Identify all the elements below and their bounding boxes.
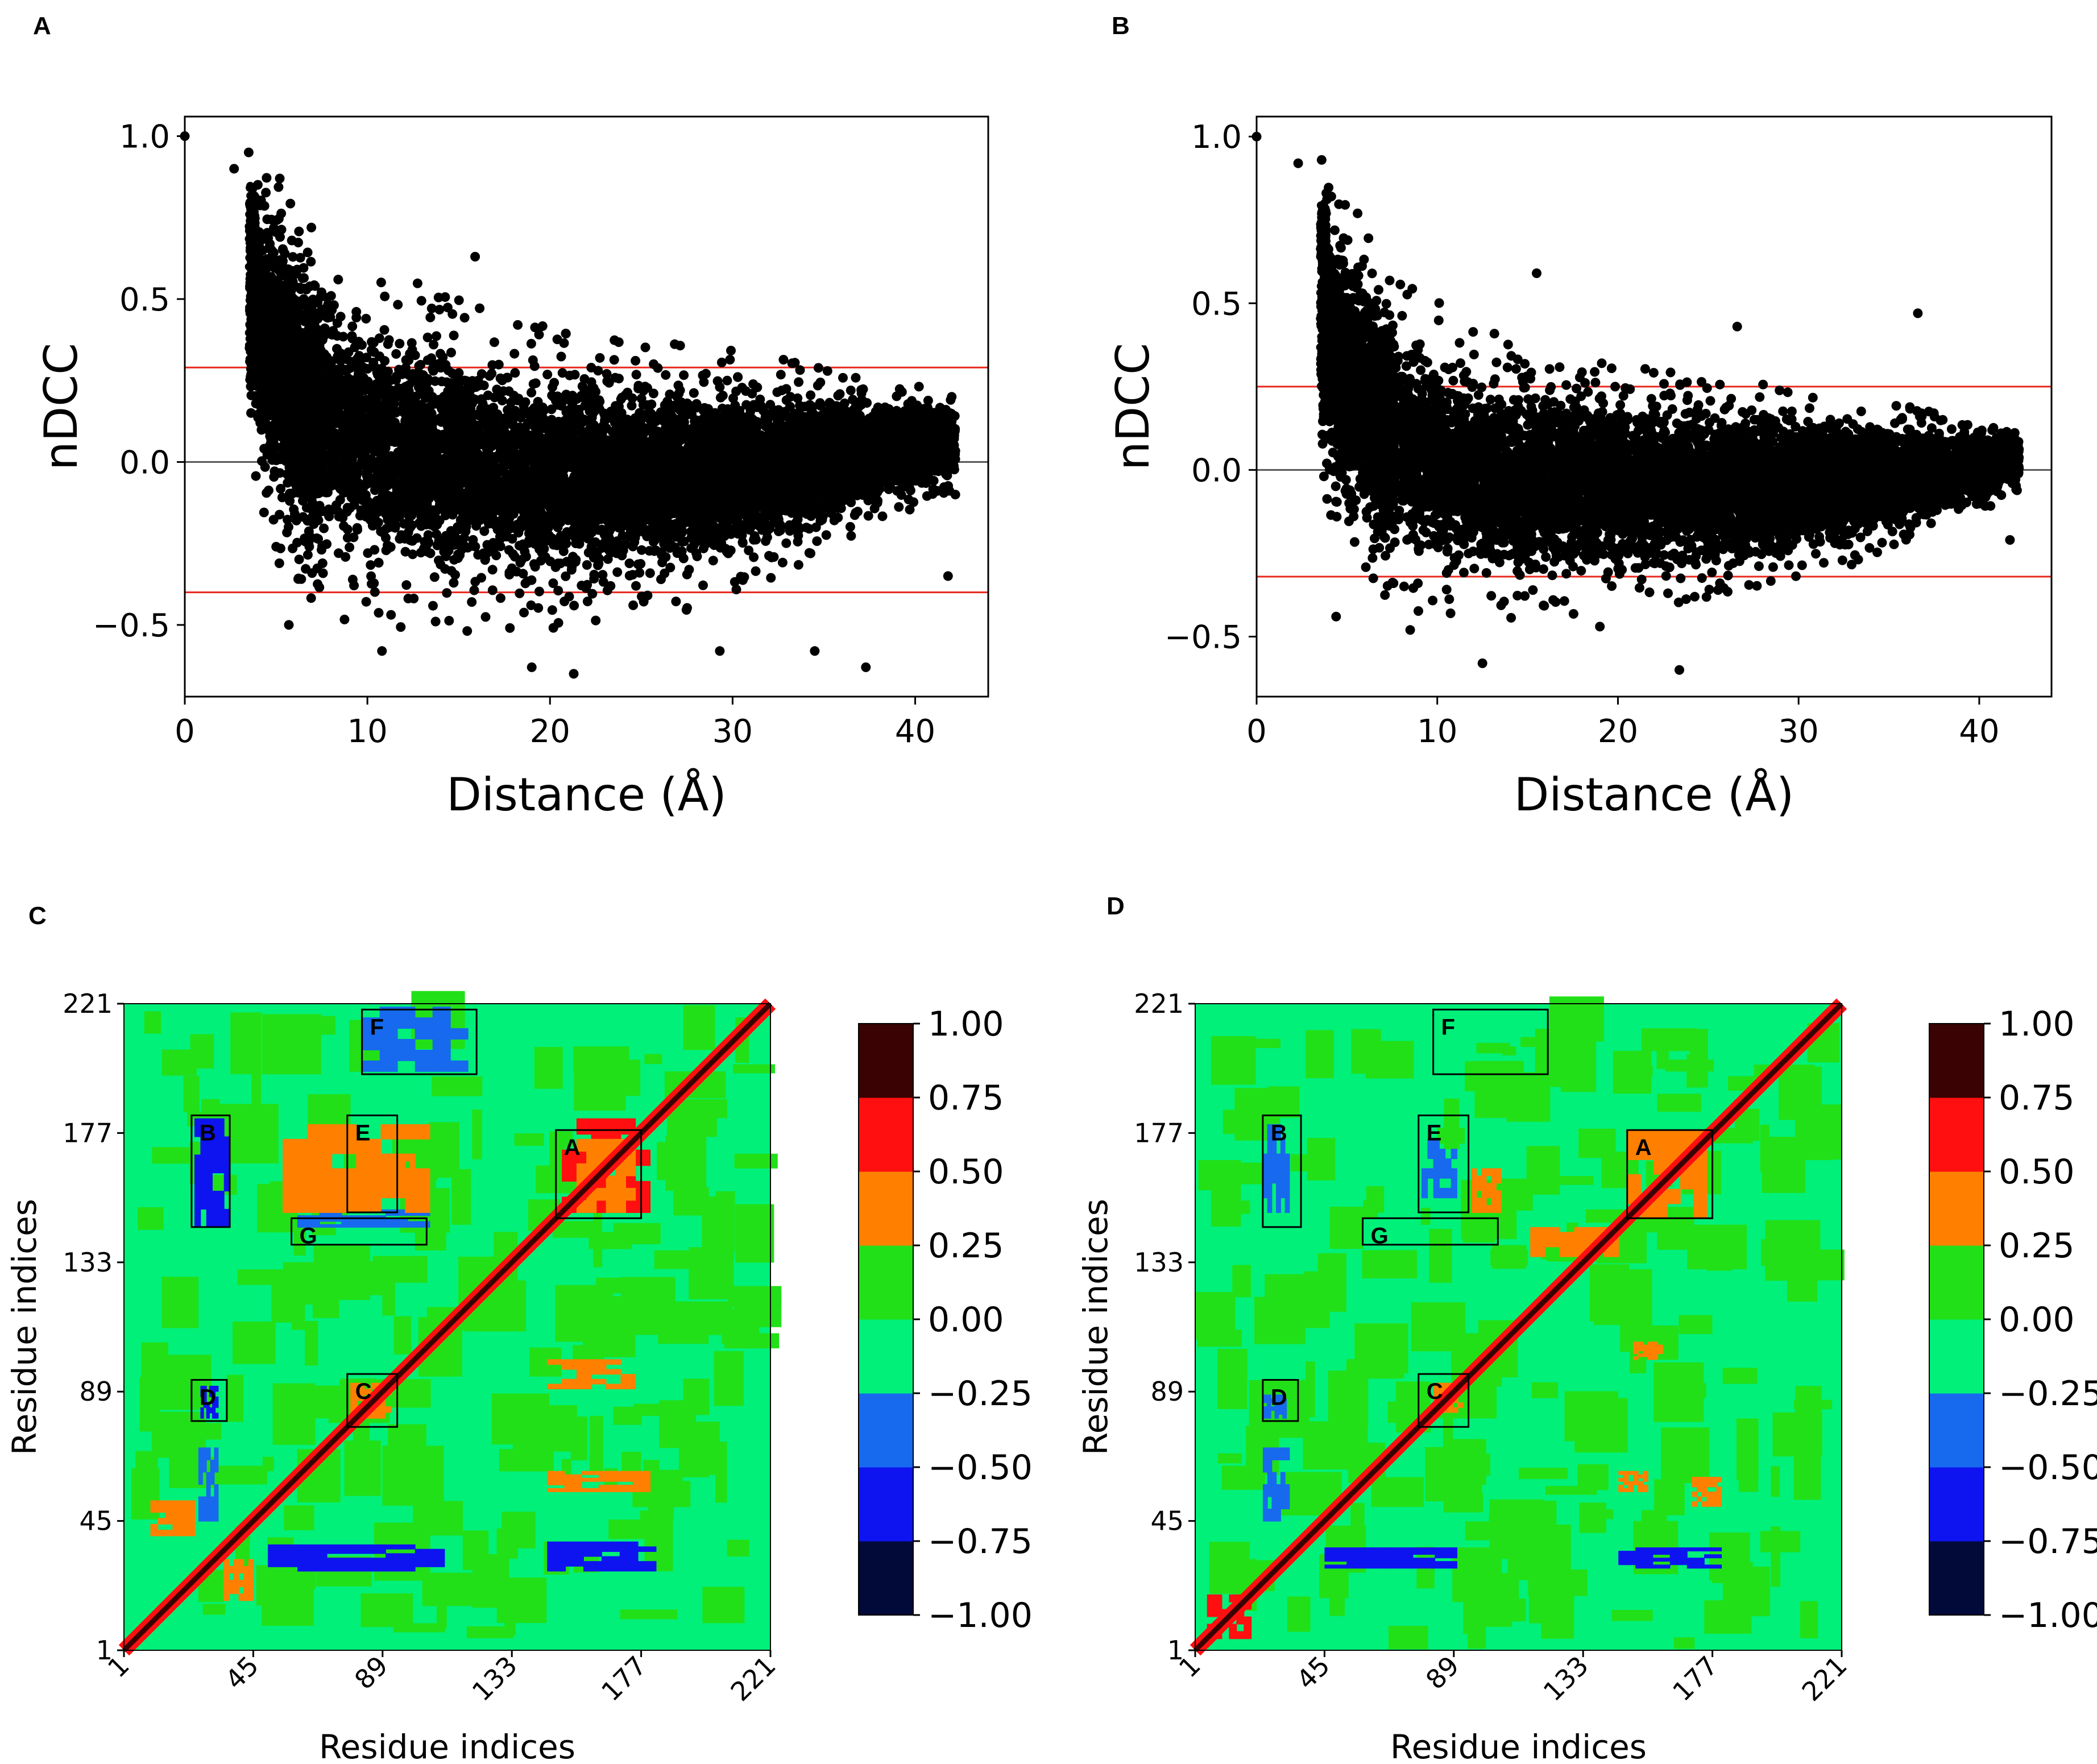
data-point [447,309,458,319]
data-point [679,370,689,380]
data-point [294,226,304,237]
data-point [582,597,592,607]
data-point [640,342,650,353]
data-point [556,351,566,362]
data-point [352,523,362,533]
data-point [288,543,298,553]
panel-label-a: A [33,12,51,40]
data-point [610,372,620,383]
data-point [432,331,441,341]
data-point [374,608,384,618]
data-point [319,523,329,533]
data-point [776,370,786,380]
data-point [589,570,599,579]
data-point [863,511,873,521]
data-point [386,610,396,620]
data-point [440,564,450,574]
data-point [922,491,932,501]
data-point [347,321,358,332]
data-point [475,303,485,313]
data-point [412,533,422,543]
data-point [274,558,284,568]
data-point [449,578,459,588]
data-point [894,502,904,512]
panel-label-b: B [1112,12,1130,40]
data-point [583,548,594,558]
data-point [526,338,536,349]
data-point [547,605,557,615]
data-point [726,346,736,355]
data-point [766,573,776,583]
data-point [407,338,417,348]
data-point [681,605,691,615]
data-point [430,616,441,627]
panel-label-c: C [28,902,47,930]
data-point [877,511,888,521]
data-point [391,349,401,359]
data-point [751,566,761,576]
data-point [896,490,906,500]
panel-label-d: D [1106,892,1125,920]
data-point [363,548,373,558]
data-point [833,391,843,401]
data-point [853,507,863,517]
data-point [519,607,529,618]
data-point [425,312,436,322]
data-point [661,370,671,380]
data-point [429,572,440,582]
data-point [781,538,791,548]
data-point [467,597,477,607]
data-point [635,568,645,578]
data-point [793,560,803,570]
data-point [806,390,816,400]
data-point [383,339,393,349]
data-point [582,560,592,570]
data-point [564,591,574,602]
data-point [846,531,856,541]
scatter-points [180,131,960,679]
data-point [261,188,271,198]
data-point [531,378,541,388]
data-point [813,363,823,373]
data-point [380,356,390,366]
data-point [722,375,732,386]
data-point [794,377,804,387]
data-point [393,300,403,310]
data-point [442,588,452,598]
data-point [450,570,460,580]
data-point [302,550,313,560]
data-point [491,550,502,561]
data-point [306,256,316,267]
data-point [513,320,523,330]
data-point [733,372,743,382]
data-point [282,527,292,537]
data-point [260,462,270,472]
data-point [534,586,544,597]
data-point [361,597,371,607]
data-point [376,278,386,288]
data-point [251,471,261,481]
data-point [454,295,464,305]
data-point [428,601,438,611]
data-point [394,365,404,375]
data-point [480,612,491,622]
data-point [304,526,314,536]
data-point [408,549,418,560]
data-point [449,330,459,341]
data-point [698,580,708,590]
data-point [741,386,751,396]
data-point [307,295,317,305]
data-point [380,291,390,301]
data-point [469,585,479,595]
data-point [633,383,644,394]
data-point [645,568,655,578]
data-point [845,521,855,532]
data-point [628,600,639,610]
data-point [558,546,569,556]
data-point [339,614,350,624]
